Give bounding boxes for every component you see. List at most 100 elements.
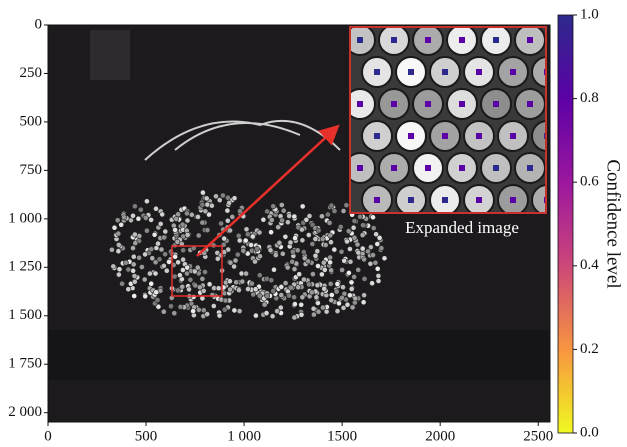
particle: [193, 283, 198, 288]
particle: [299, 302, 304, 307]
particle: [283, 234, 288, 239]
annotation: Expanded image: [405, 218, 519, 237]
particle: [149, 247, 154, 252]
inset-marker: [391, 101, 397, 107]
particle: [185, 232, 190, 237]
particle: [265, 209, 270, 214]
particle: [288, 240, 293, 245]
particle: [362, 276, 367, 281]
particle: [348, 259, 353, 264]
particle: [310, 272, 315, 277]
particle: [137, 255, 142, 260]
particle: [161, 235, 166, 240]
particle: [297, 272, 302, 277]
particle: [149, 217, 154, 222]
particle: [147, 271, 152, 276]
particle: [370, 215, 375, 220]
particle: [328, 240, 333, 245]
particle: [271, 267, 276, 272]
inset-marker: [408, 197, 414, 203]
particle: [200, 202, 205, 207]
particle: [257, 230, 262, 235]
particle: [257, 293, 262, 298]
image-band: [48, 330, 550, 380]
particle: [271, 204, 276, 209]
colorbar-label: Confidence level: [603, 159, 624, 288]
particle: [299, 312, 304, 317]
particle: [225, 218, 230, 223]
particle: [374, 232, 379, 237]
particle: [309, 290, 314, 295]
particle: [362, 293, 367, 298]
particle: [315, 263, 320, 268]
particle: [300, 204, 305, 209]
particle: [173, 254, 178, 259]
particle: [320, 237, 325, 242]
particle: [319, 214, 324, 219]
particle: [223, 298, 228, 303]
y-tick-label: 1 250: [8, 259, 42, 275]
particle: [200, 220, 205, 225]
particle: [350, 305, 355, 310]
particle: [200, 276, 205, 281]
x-tick-label: 1500: [327, 428, 357, 444]
particle: [311, 312, 316, 317]
particle: [376, 278, 381, 283]
particle: [361, 300, 366, 305]
particle: [356, 250, 361, 255]
inset-marker: [374, 133, 380, 139]
particle: [257, 273, 262, 278]
particle: [323, 242, 328, 247]
particle: [301, 249, 306, 254]
particle: [131, 268, 136, 273]
particle: [338, 224, 343, 229]
particle: [180, 222, 185, 227]
inset-marker: [374, 197, 380, 203]
x-tick-label: 500: [135, 428, 158, 444]
particle: [133, 241, 138, 246]
particle: [352, 300, 357, 305]
particle: [283, 281, 288, 286]
particle: [352, 218, 357, 223]
particle: [158, 221, 163, 226]
particle: [365, 249, 370, 254]
particle: [203, 209, 208, 214]
particle: [121, 215, 126, 220]
particle: [334, 289, 339, 294]
particle: [264, 311, 269, 316]
particle: [116, 249, 121, 254]
inset-marker: [408, 133, 414, 139]
particle: [254, 246, 259, 251]
inset-marker: [510, 133, 516, 139]
particle: [126, 267, 131, 272]
y-tick-label: 2 000: [8, 404, 42, 420]
particle: [175, 288, 180, 293]
particle: [130, 213, 135, 218]
particle: [329, 292, 334, 297]
particle: [306, 282, 311, 287]
x-tick-label: 1 000: [227, 428, 261, 444]
particle: [328, 233, 333, 238]
particle: [344, 203, 349, 208]
inset-marker: [476, 133, 482, 139]
particle: [184, 211, 189, 216]
particle: [222, 307, 227, 312]
particle: [379, 246, 384, 251]
particle: [371, 226, 376, 231]
particle: [185, 265, 190, 270]
particle: [217, 313, 222, 318]
particle: [268, 248, 273, 253]
particle: [320, 305, 325, 310]
inset-marker: [442, 133, 448, 139]
x-tick-label: 0: [44, 428, 52, 444]
particle: [329, 298, 334, 303]
particle: [280, 251, 285, 256]
particle: [332, 247, 337, 252]
particle: [310, 241, 315, 246]
x-tick-label: 2500: [523, 428, 553, 444]
colorbar-tick-label: 0.6: [580, 174, 599, 190]
colorbar: [558, 15, 573, 433]
particle: [163, 229, 168, 234]
particle: [292, 295, 297, 300]
particle: [360, 233, 365, 238]
